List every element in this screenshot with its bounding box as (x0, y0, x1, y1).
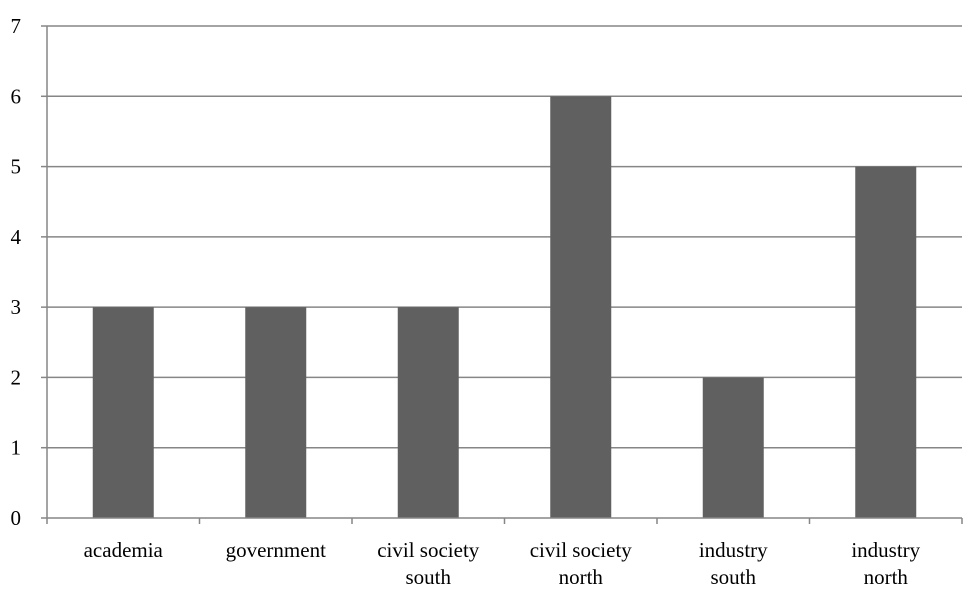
x-tick-label-industry-south: industry south (699, 538, 768, 589)
y-tick-label-5: 5 (11, 155, 22, 179)
bar-civil-society-south (397, 307, 459, 518)
x-tick-label-academia: academia (84, 538, 164, 562)
bar-government (245, 307, 307, 518)
y-tick-label-0: 0 (11, 506, 22, 530)
bar-industry-south (702, 377, 764, 518)
y-tick-label-3: 3 (11, 295, 22, 319)
y-tick-label-1: 1 (11, 436, 22, 460)
x-tick-labels: academia government civil society south civi… (84, 538, 921, 589)
y-tick-label-4: 4 (11, 225, 22, 249)
bar-industry-north (855, 166, 917, 519)
bar-civil-society-north (550, 96, 612, 519)
bars-group (92, 96, 917, 519)
y-tick-label-6: 6 (11, 84, 22, 108)
y-tick-label-7: 7 (11, 14, 22, 38)
x-tick-label-civil-society-south: civil society south (377, 538, 480, 589)
axes-group (41, 25, 963, 524)
x-tick-label-government: government (226, 538, 326, 562)
y-tick-label-2: 2 (11, 365, 22, 389)
x-tick-label-industry-north: industry north (851, 538, 920, 589)
y-tick-labels: 0 1 2 3 4 5 6 7 (11, 14, 22, 530)
x-tick-label-civil-society-north: civil society north (530, 538, 633, 589)
bar-academia (92, 307, 154, 518)
gridlines (47, 25, 962, 449)
